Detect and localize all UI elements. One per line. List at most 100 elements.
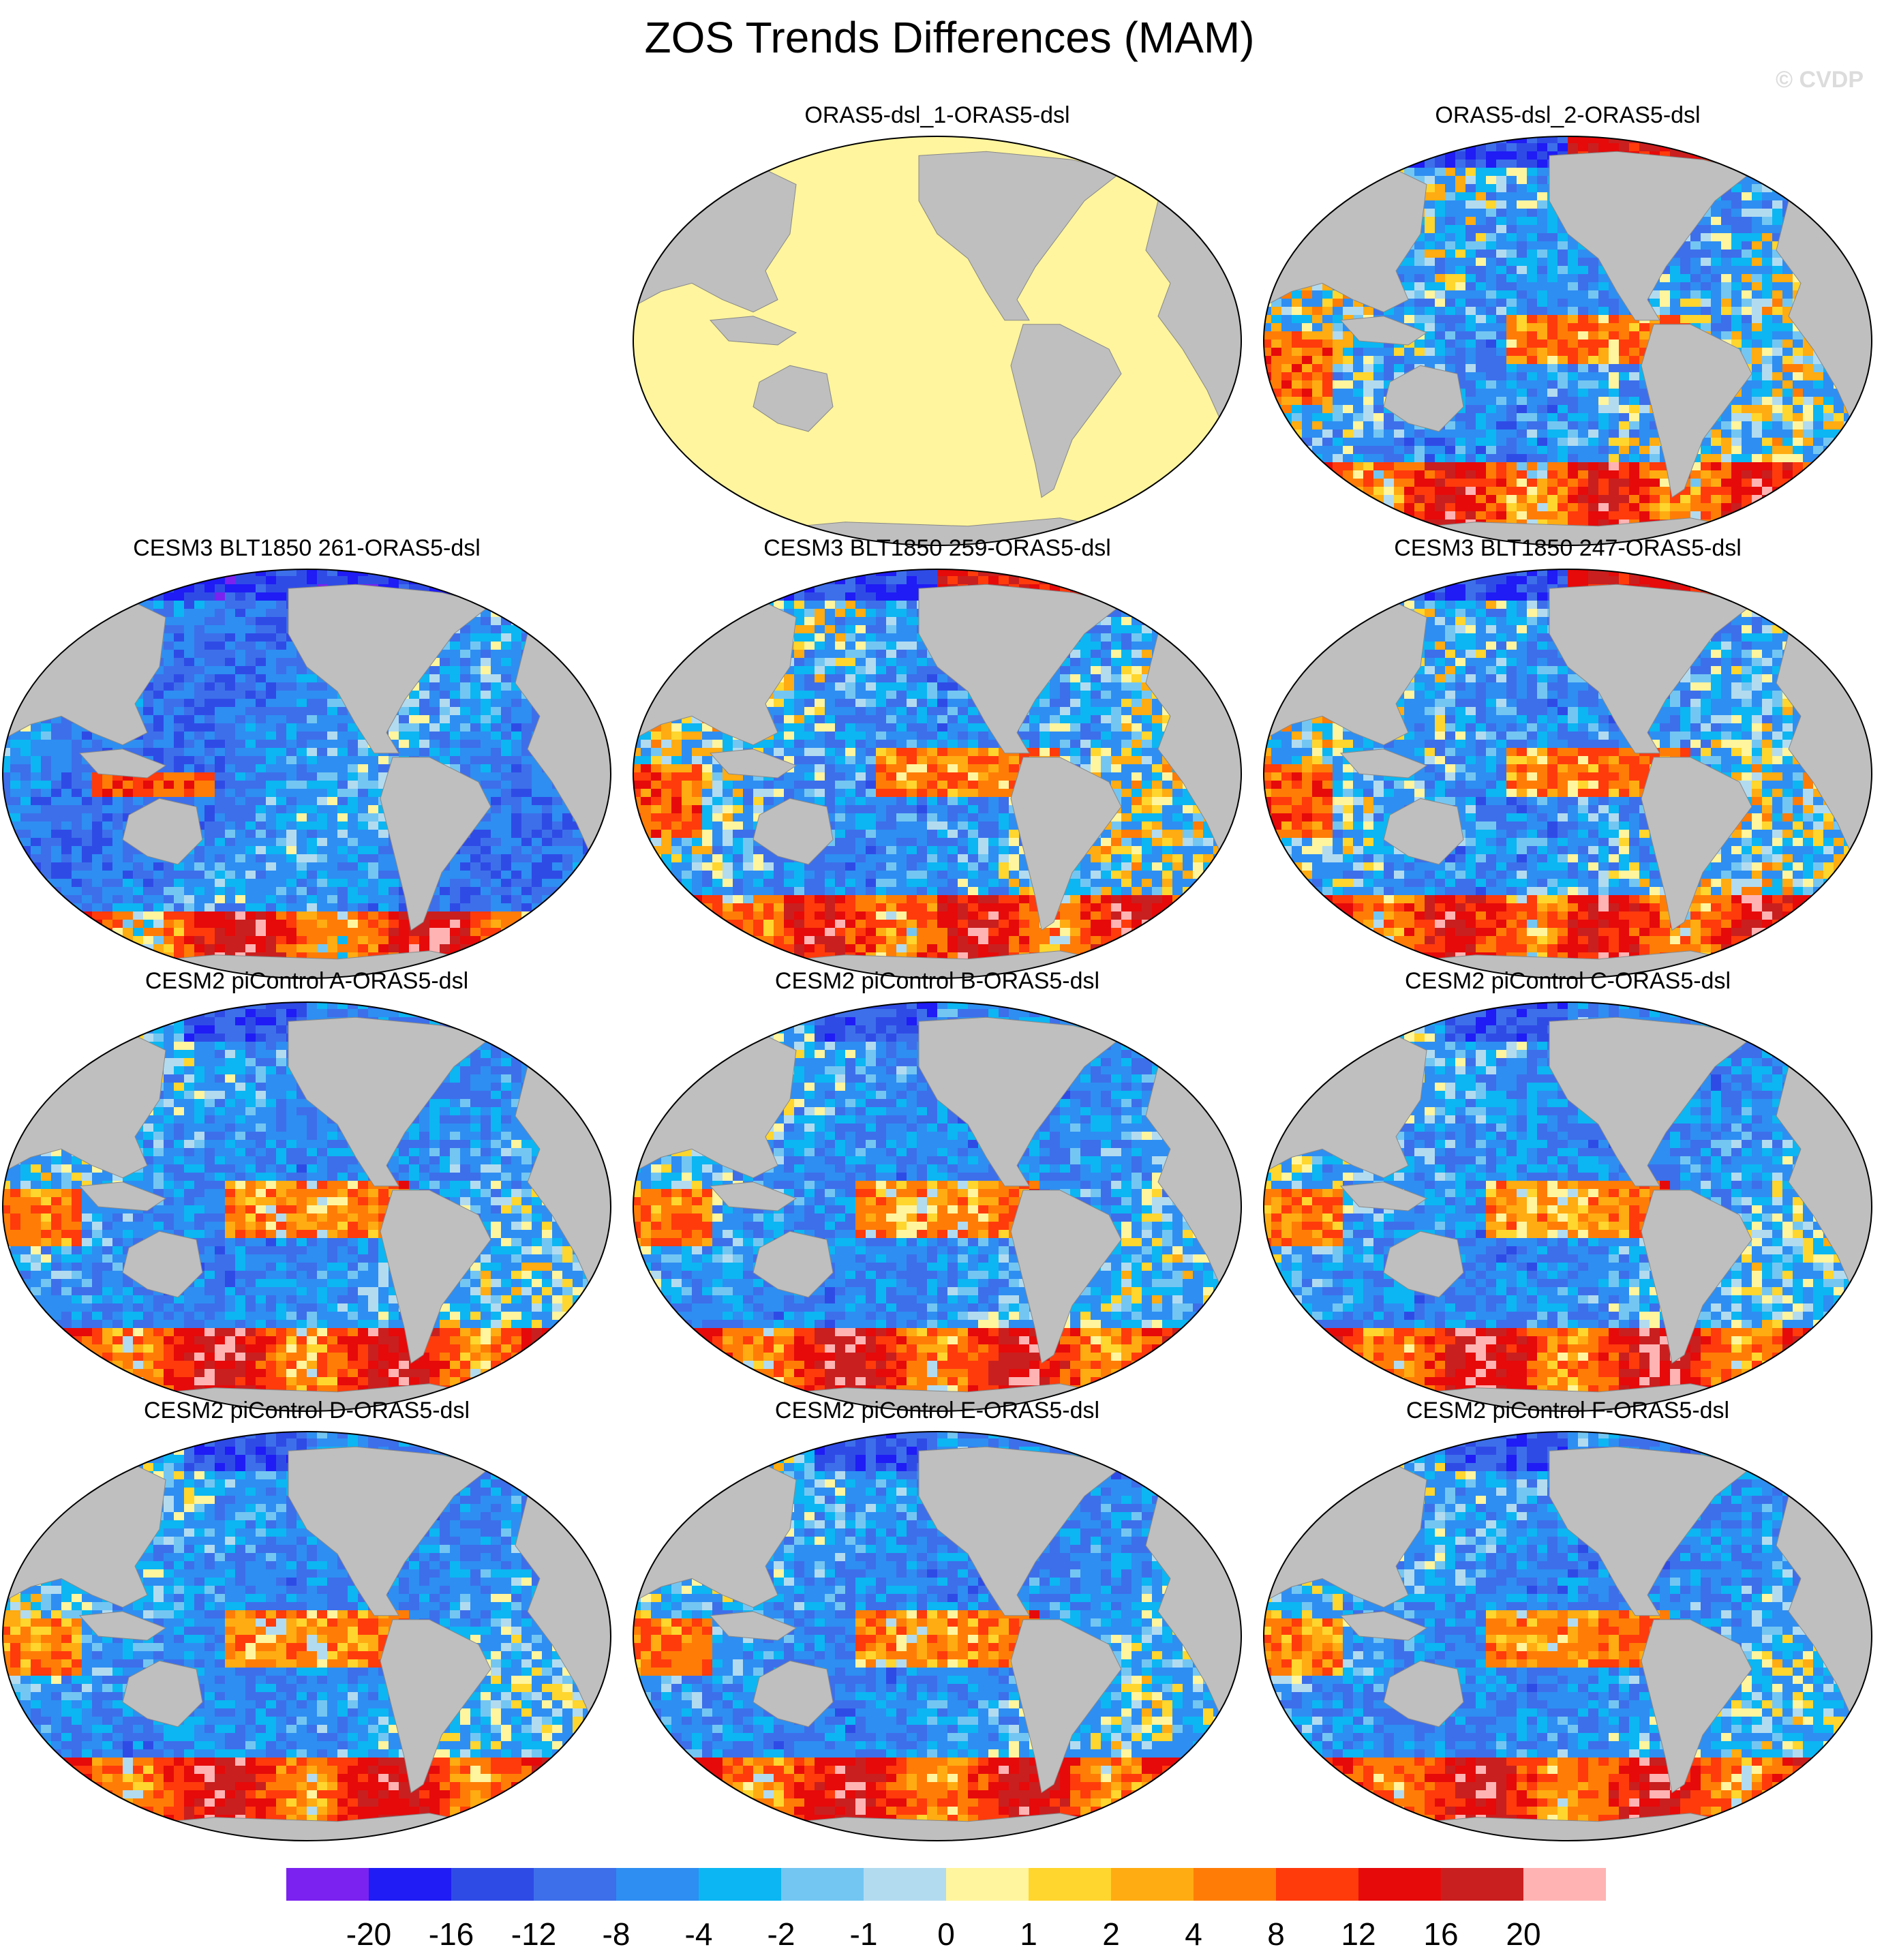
ocean-cell [907, 438, 917, 447]
ocean-cell [1101, 151, 1112, 160]
ocean-cell [702, 503, 713, 512]
ocean-cell [1333, 340, 1343, 348]
ocean-cell [866, 209, 877, 217]
ocean-cell [804, 136, 815, 144]
ocean-cell [1353, 389, 1364, 397]
ocean-cell [937, 446, 948, 455]
ocean-cell [702, 340, 713, 348]
ocean-cell [1701, 225, 1712, 234]
ocean-cell [794, 290, 805, 299]
ocean-cell [855, 331, 866, 340]
ocean-cell [804, 241, 815, 250]
ocean-cell [917, 372, 928, 381]
ocean-cell [651, 217, 662, 226]
ocean-cell [1803, 380, 1814, 389]
ocean-cell [1486, 233, 1497, 242]
ocean-cell [1312, 299, 1323, 307]
ocean-cell [1793, 364, 1804, 373]
ocean-cell [815, 511, 825, 520]
ocean-cell [1373, 136, 1384, 144]
ocean-cell [1131, 225, 1142, 234]
ocean-cell [937, 331, 948, 340]
ocean-cell [682, 209, 693, 217]
ocean-cell [1060, 241, 1071, 250]
ocean-cell [825, 307, 836, 316]
ocean-cell [815, 331, 825, 340]
ocean-cell [1496, 200, 1507, 209]
ocean-cell [815, 299, 825, 307]
ocean-cell [1111, 184, 1122, 193]
ocean-cell [1762, 348, 1773, 357]
ocean-cell [1363, 168, 1374, 177]
ocean-cell [1619, 372, 1630, 381]
ocean-cell [702, 143, 713, 152]
ocean-cell [1537, 184, 1548, 193]
ocean-cell [1312, 200, 1323, 209]
ocean-cell [1547, 372, 1558, 381]
ocean-cell [1435, 274, 1446, 283]
ocean-cell [651, 233, 662, 242]
ocean-cell [1302, 160, 1313, 168]
ocean-cell [794, 192, 805, 201]
ocean-cell [753, 454, 764, 463]
ocean-cell [1060, 299, 1071, 307]
ocean-cell [784, 511, 795, 520]
ocean-cell [958, 136, 969, 144]
ocean-cell [825, 331, 836, 340]
ocean-cell [1782, 389, 1793, 397]
ocean-cell [815, 192, 825, 201]
ocean-cell [1465, 274, 1476, 283]
ocean-cell [937, 380, 948, 389]
ocean-cell [835, 290, 846, 299]
ocean-cell [1465, 258, 1476, 267]
ocean-cell [692, 446, 703, 455]
ocean-cell [794, 225, 805, 234]
ocean-cell [1060, 487, 1071, 496]
ocean-cell [651, 397, 662, 406]
ocean-cell [1172, 470, 1183, 479]
ocean-cell [1752, 241, 1763, 250]
ocean-cell [1172, 151, 1183, 160]
ocean-cell [1465, 282, 1476, 291]
ocean-cell [1772, 323, 1783, 332]
ocean-cell [968, 397, 979, 406]
ocean-cell [1793, 136, 1804, 144]
ocean-cell [1425, 299, 1435, 307]
ocean-cell [896, 413, 907, 422]
ocean-cell [1183, 503, 1194, 512]
ocean-cell [968, 413, 979, 422]
ocean-cell [999, 495, 1009, 504]
ocean-cell [1203, 446, 1214, 455]
ocean-cell [1711, 241, 1722, 250]
ocean-cell [743, 356, 754, 365]
ocean-cell [1588, 136, 1599, 144]
ocean-cell [1060, 290, 1071, 299]
ocean-cell [1009, 397, 1020, 406]
ocean-cell [804, 307, 815, 316]
ocean-cell [978, 315, 989, 324]
ocean-cell [947, 348, 958, 357]
ocean-cell [1844, 168, 1855, 177]
ocean-cell [825, 217, 836, 226]
ocean-cell [1111, 209, 1122, 217]
ocean-cell [958, 274, 969, 283]
ocean-cell [1558, 364, 1568, 373]
ocean-cell [1701, 266, 1712, 275]
ocean-cell [1731, 299, 1742, 307]
ocean-cell [1813, 200, 1824, 209]
ocean-cell [733, 487, 744, 496]
ocean-cell [907, 479, 917, 487]
ocean-cell [633, 446, 641, 455]
ocean-cell [1844, 241, 1855, 250]
ocean-cell [651, 160, 662, 168]
ocean-cell [1162, 176, 1173, 185]
ocean-cell [1578, 250, 1589, 258]
ocean-cell [999, 356, 1009, 365]
ocean-cell [1029, 511, 1040, 520]
ocean-cell [1568, 340, 1579, 348]
ocean-cell [1782, 176, 1793, 185]
ocean-cell [682, 462, 693, 471]
ocean-cell [968, 380, 979, 389]
ocean-cell [1312, 380, 1323, 389]
ocean-cell [1312, 143, 1323, 152]
